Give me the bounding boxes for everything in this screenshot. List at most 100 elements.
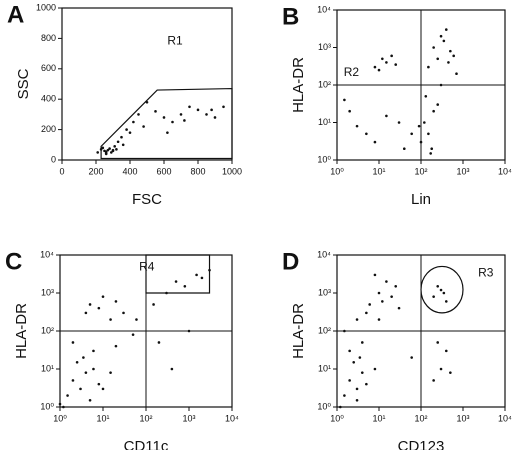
event-dot [358, 356, 362, 359]
event-dot [99, 148, 103, 151]
gate-label: R3 [478, 265, 494, 279]
event-dot [449, 49, 452, 53]
event-dot [424, 94, 428, 98]
y-tick-label: 600 [41, 63, 56, 73]
event-dot [423, 121, 426, 124]
event-dot [360, 341, 364, 344]
event-dot [84, 371, 88, 374]
event-dot [88, 303, 92, 306]
x-tick-label: 10³ [456, 413, 469, 423]
y-tick-label: 10⁴ [317, 249, 331, 259]
event-dot [339, 405, 342, 409]
event-dot [455, 72, 458, 76]
event-dot [92, 367, 95, 371]
event-dot [365, 132, 368, 136]
event-dot [106, 148, 110, 152]
event-dot [205, 113, 208, 116]
panel-letter: B [282, 3, 299, 30]
event-dot [439, 34, 443, 38]
y-tick-label: 800 [41, 33, 56, 43]
y-tick-label: 10⁰ [317, 401, 331, 411]
event-dot [397, 121, 401, 124]
event-dot [132, 120, 135, 124]
event-dot [432, 295, 435, 298]
x-axis-label: CD123 [398, 438, 445, 450]
event-dot [432, 379, 435, 382]
event-dot [165, 291, 168, 295]
event-dot [131, 333, 135, 336]
event-dot [88, 399, 92, 402]
event-dot [355, 318, 359, 321]
event-dot [390, 295, 393, 298]
x-tick-label: 0 [59, 166, 64, 176]
event-dot [442, 291, 446, 295]
event-dot [142, 125, 145, 128]
gate [145, 254, 211, 294]
event-dot [125, 128, 128, 131]
event-dot [444, 28, 448, 31]
y-tick-label: 10³ [318, 287, 331, 297]
event-dot [444, 300, 448, 303]
event-dot [195, 273, 198, 277]
y-axis-label: HLA-DR [13, 303, 30, 359]
event-dot [373, 367, 377, 371]
event-dot [122, 311, 125, 315]
y-axis-label: SSC [15, 68, 32, 99]
event-dot [62, 405, 65, 409]
event-dot [397, 306, 401, 310]
event-dot [179, 113, 183, 116]
event-dot [452, 54, 455, 58]
event-dot [75, 361, 79, 364]
event-dot [365, 382, 368, 386]
event-dot [116, 140, 120, 144]
event-dot [432, 46, 435, 49]
event-dot [429, 152, 432, 155]
x-tick-label: 10² [414, 413, 427, 423]
event-dot [222, 105, 225, 109]
event-dot [152, 303, 155, 306]
event-dot [128, 131, 132, 134]
x-tick-label: 600 [156, 166, 171, 176]
event-dot [114, 300, 118, 303]
y-axis-label: HLA-DR [290, 303, 307, 359]
event-dot [427, 65, 430, 69]
event-dot [410, 132, 413, 136]
gate [100, 87, 233, 160]
event-dot [348, 379, 351, 382]
x-tick-label: 10¹ [96, 413, 109, 423]
event-dot [381, 300, 384, 303]
event-dot [385, 61, 388, 64]
y-tick-label: 10² [318, 325, 331, 335]
event-dot [377, 68, 381, 72]
y-tick-label: 10² [41, 325, 54, 335]
event-dot [360, 371, 364, 374]
event-dot [121, 143, 125, 147]
event-dot [101, 146, 105, 150]
event-dot [174, 280, 178, 283]
event-dot [183, 285, 187, 288]
x-axis-label: CD11c [124, 438, 169, 450]
event-dot [348, 349, 351, 353]
y-tick-label: 10⁴ [40, 249, 54, 259]
y-tick-label: 10³ [41, 287, 54, 297]
gate-label: R2 [344, 65, 360, 79]
event-dot [343, 98, 346, 102]
event-dot [79, 387, 82, 391]
event-dot [157, 341, 161, 344]
event-dot [183, 119, 186, 122]
event-dot [381, 57, 384, 61]
panel-letter: A [7, 1, 24, 28]
event-dot [373, 273, 377, 277]
x-tick-label: 800 [190, 166, 205, 176]
x-axis-label: FSC [132, 191, 162, 208]
event-dot [348, 109, 351, 113]
event-dot [97, 382, 101, 386]
event-dot [352, 361, 356, 364]
event-dot [439, 367, 443, 371]
event-dot [377, 318, 381, 321]
event-dot [419, 140, 423, 144]
event-dot [430, 147, 434, 151]
event-dot [417, 124, 421, 128]
event-dot [97, 306, 101, 310]
